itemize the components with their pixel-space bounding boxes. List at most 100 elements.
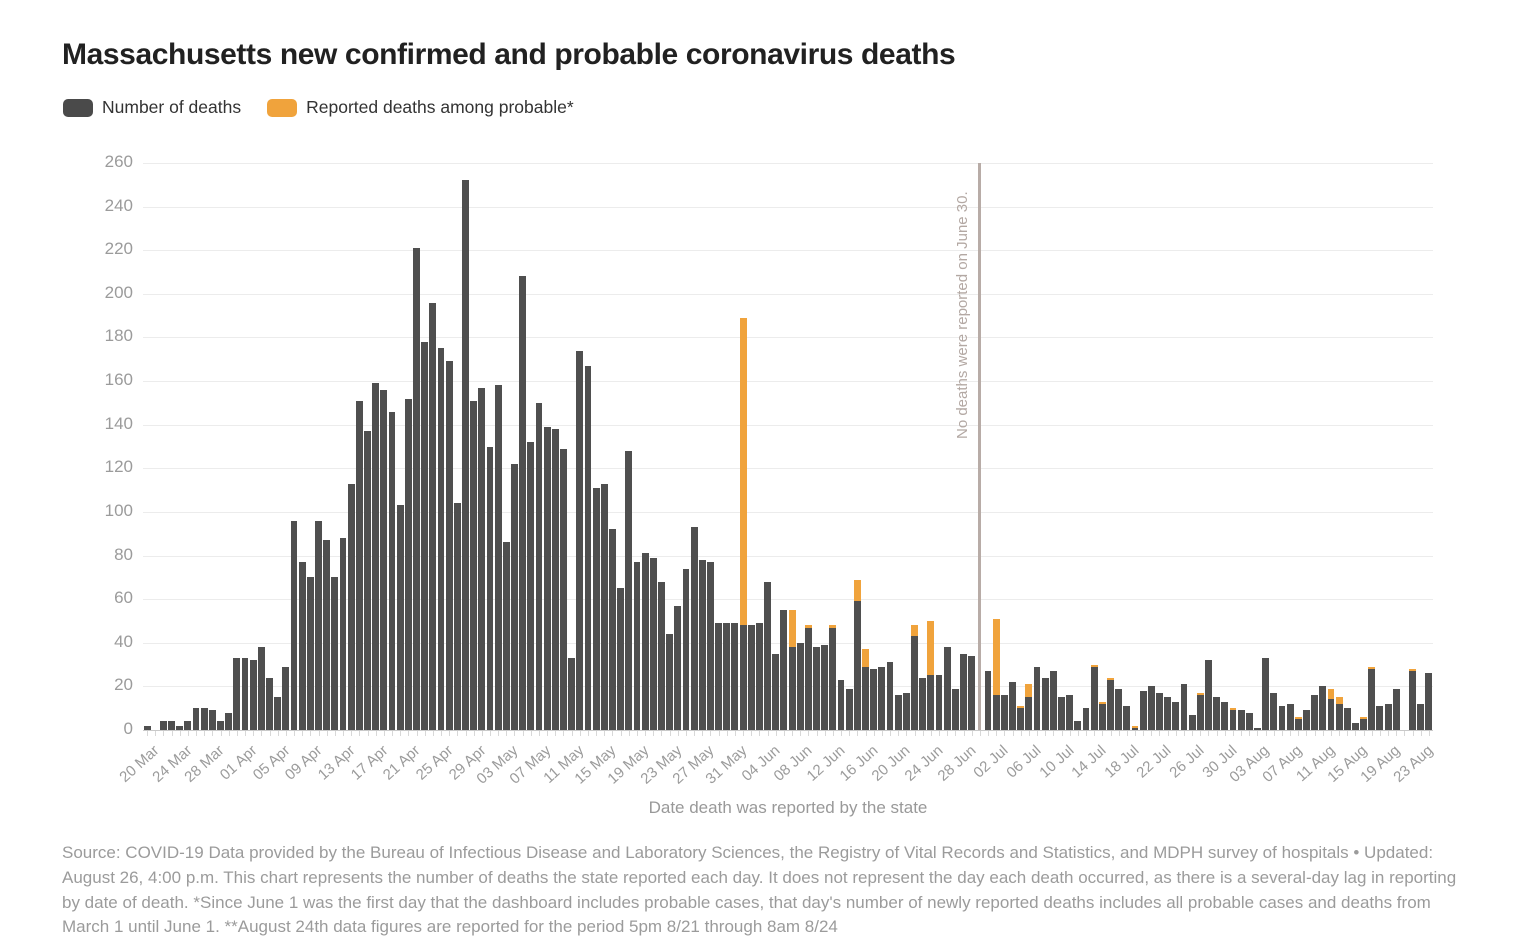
- gridline: [143, 381, 1433, 383]
- bar-confirmed: [698, 559, 706, 730]
- bar-probable: [788, 610, 796, 648]
- bar-confirmed: [331, 577, 339, 730]
- gridline: [143, 599, 1433, 601]
- x-axis-tick: [547, 731, 549, 736]
- bar-confirmed: [1180, 684, 1188, 730]
- gridline: [143, 686, 1433, 688]
- bar-confirmed: [1147, 686, 1155, 730]
- bar-confirmed: [1237, 710, 1245, 730]
- bar-confirmed: [902, 692, 910, 730]
- x-axis-tick: [1420, 731, 1422, 736]
- x-axis-tick: [1143, 731, 1145, 736]
- bar-confirmed: [535, 402, 543, 730]
- x-axis-tick: [449, 731, 451, 736]
- bar-confirmed: [396, 505, 404, 730]
- bar-confirmed: [429, 302, 437, 730]
- x-axis-tick: [792, 731, 794, 736]
- bar-confirmed: [1335, 703, 1343, 730]
- x-axis-tick: [171, 731, 173, 736]
- bar-probable: [1131, 725, 1139, 728]
- x-axis-tick: [1428, 731, 1430, 736]
- bar-confirmed: [1343, 708, 1351, 730]
- x-axis-tick: [1232, 731, 1234, 736]
- x-axis-tick: [318, 731, 320, 736]
- bar-confirmed: [919, 677, 927, 730]
- x-axis-tick: [1159, 731, 1161, 736]
- x-axis-tick: [963, 731, 965, 736]
- bar-confirmed: [780, 610, 788, 730]
- annotation-line: [978, 163, 982, 730]
- bar-confirmed: [600, 483, 608, 730]
- bar-confirmed: [878, 666, 886, 730]
- bar-confirmed: [829, 627, 837, 730]
- x-axis-tick: [1020, 731, 1022, 736]
- x-axis-tick: [1273, 731, 1275, 736]
- x-axis-tick: [400, 731, 402, 736]
- x-axis-tick: [612, 731, 614, 736]
- x-axis-tick: [898, 731, 900, 736]
- x-axis-tick: [457, 731, 459, 736]
- x-axis-tick: [1371, 731, 1373, 736]
- bar-probable: [829, 625, 837, 628]
- x-axis-tick: [1110, 731, 1112, 736]
- bar-confirmed: [911, 636, 918, 730]
- bar-confirmed: [641, 553, 649, 730]
- x-axis-tick: [890, 731, 892, 736]
- bar-probable: [1368, 666, 1376, 669]
- x-axis-tick: [881, 731, 883, 736]
- bar-confirmed: [372, 383, 380, 730]
- bar-confirmed: [290, 520, 298, 730]
- bar-confirmed: [674, 605, 682, 730]
- x-axis-tick: [971, 731, 973, 736]
- bar-confirmed: [298, 562, 306, 730]
- x-axis-label: 10 Jul: [1035, 742, 1077, 782]
- bar-confirmed: [168, 721, 175, 730]
- bar-confirmed: [1066, 695, 1074, 730]
- bar-confirmed: [1278, 706, 1286, 730]
- bar-confirmed: [1058, 697, 1065, 730]
- x-axis-tick: [1224, 731, 1226, 736]
- x-axis-tick: [1102, 731, 1104, 736]
- bar-confirmed: [217, 721, 224, 730]
- bar-probable: [1409, 668, 1417, 672]
- bar-confirmed: [1196, 695, 1204, 730]
- x-axis-tick: [522, 731, 524, 736]
- bar-confirmed: [462, 180, 469, 730]
- x-axis-tick: [530, 731, 532, 736]
- x-axis-tick: [685, 731, 687, 736]
- x-axis-tick: [555, 731, 557, 736]
- x-axis-tick: [1077, 731, 1079, 736]
- x-axis-tick: [514, 731, 516, 736]
- bar-confirmed: [1000, 695, 1008, 730]
- x-axis-tick: [841, 731, 843, 736]
- x-axis-tick: [759, 731, 761, 736]
- bar-confirmed: [192, 708, 200, 730]
- bar-confirmed: [1033, 666, 1041, 730]
- annotation-text: No deaths were reported on June 30.: [954, 191, 972, 439]
- bar-confirmed: [1270, 692, 1278, 730]
- x-axis-tick: [179, 731, 181, 736]
- x-axis-tick: [636, 731, 638, 736]
- bar-confirmed: [274, 697, 282, 730]
- bar-confirmed: [943, 647, 951, 730]
- legend-item-confirmed: Number of deaths: [63, 97, 241, 118]
- bar-confirmed: [853, 601, 861, 730]
- x-axis-label: 02 Jul: [970, 742, 1012, 782]
- x-axis-tick: [359, 731, 361, 736]
- bar-confirmed: [1303, 710, 1310, 730]
- x-axis-tick: [930, 731, 932, 736]
- bar-confirmed: [739, 625, 747, 730]
- x-axis-tick: [432, 731, 434, 736]
- x-axis-tick: [1037, 731, 1039, 736]
- x-axis-tick: [220, 731, 222, 736]
- bar-confirmed: [543, 426, 551, 730]
- x-axis-tick: [310, 731, 312, 736]
- x-axis-label: 06 Jul: [1003, 742, 1045, 782]
- y-axis-label: 120: [104, 457, 133, 477]
- x-axis-tick: [587, 731, 589, 736]
- x-axis-tick: [1347, 731, 1349, 736]
- bar-probable: [1196, 692, 1204, 696]
- bar-probable: [1360, 716, 1368, 720]
- x-axis-tick: [204, 731, 206, 736]
- x-axis-tick: [710, 731, 712, 736]
